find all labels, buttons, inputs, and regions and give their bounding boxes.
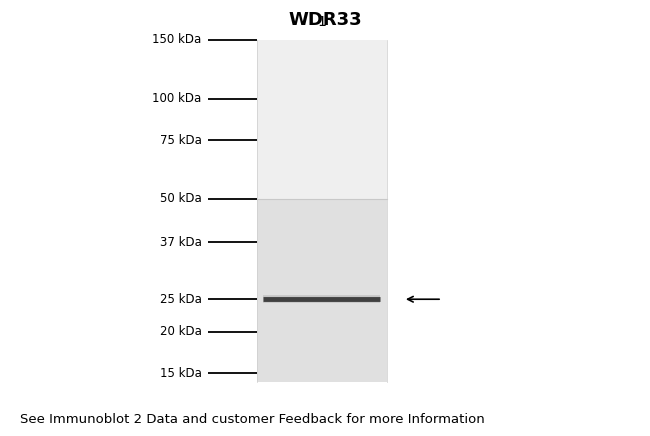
Text: 50 kDa: 50 kDa: [160, 192, 202, 205]
Text: See Immunoblot 2 Data and customer Feedback for more Information: See Immunoblot 2 Data and customer Feedb…: [20, 413, 484, 426]
Text: 150 kDa: 150 kDa: [152, 34, 202, 46]
Text: WDR33: WDR33: [288, 11, 362, 29]
Text: 75 kDa: 75 kDa: [160, 134, 202, 146]
Text: 100 kDa: 100 kDa: [152, 92, 202, 105]
Text: 37 kDa: 37 kDa: [160, 236, 202, 249]
Bar: [257, 199, 387, 382]
Bar: [257, 40, 387, 199]
Text: 15 kDa: 15 kDa: [160, 367, 202, 380]
Text: 1: 1: [317, 15, 326, 29]
Text: 25 kDa: 25 kDa: [160, 293, 202, 306]
Text: 20 kDa: 20 kDa: [160, 325, 202, 338]
